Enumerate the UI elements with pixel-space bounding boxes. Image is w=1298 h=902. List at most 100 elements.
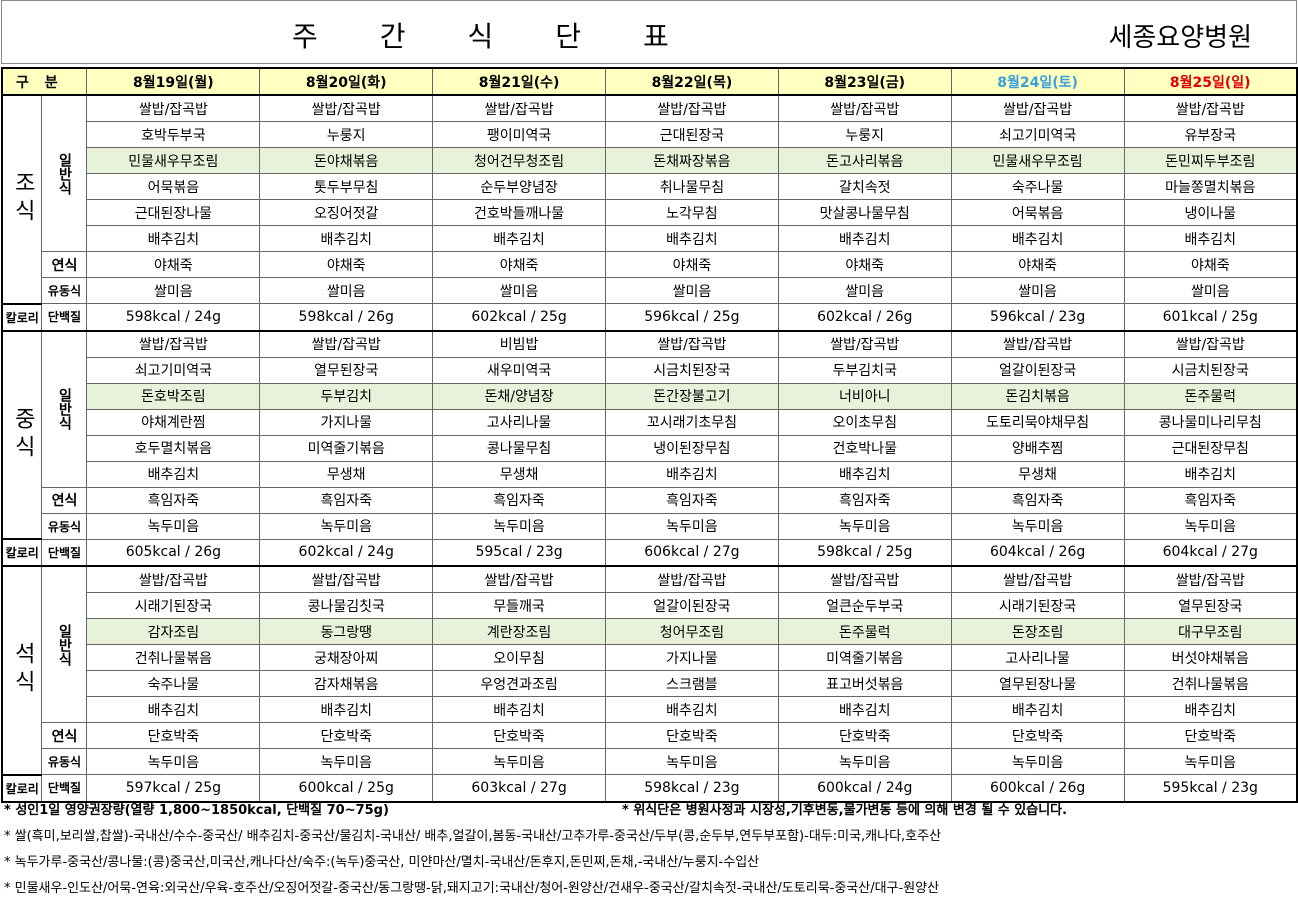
menu-cell: 톳두부무침	[259, 173, 434, 200]
menu-cell: 야채죽	[86, 251, 261, 278]
menu-cell: 녹두미음	[950, 512, 1125, 540]
menu-cell: 쌀밥/잡곡밥	[432, 94, 606, 122]
menu-row: 유동식 녹두미음 녹두미음 녹두미음 녹두미음 녹두미음 녹두미음 녹두미음	[2, 512, 1298, 540]
nutrition-cell: 596kcal / 23g	[950, 303, 1125, 332]
menu-cell: 쌀밥/잡곡밥	[259, 565, 434, 593]
menu-cell: 배추김치	[1123, 225, 1298, 252]
day-header: 8월24일(토)	[950, 67, 1125, 96]
note-line: * 성인1일 영양권장량(열량 1,800~1850kcal, 단백질 70~7…	[4, 798, 1294, 824]
menu-cell: 흑임자죽	[950, 486, 1125, 514]
diet-label: 연식	[41, 722, 88, 749]
menu-cell: 배추김치	[604, 225, 779, 252]
menu-cell: 쌀밥/잡곡밥	[777, 565, 952, 593]
menu-row: 유동식 쌀미음 쌀미음 쌀미음 쌀미음 쌀미음 쌀미음 쌀미음	[2, 277, 1298, 304]
menu-cell: 누룽지	[259, 121, 434, 148]
menu-cell: 콩나물미나리무침	[1123, 408, 1298, 436]
menu-cell: 돈민찌두부조림	[1123, 147, 1298, 174]
menu-cell: 야채죽	[604, 251, 779, 278]
menu-cell: 취나물무침	[604, 173, 779, 200]
day-header: 8월20일(화)	[259, 67, 434, 96]
menu-cell: 배추김치	[259, 225, 434, 252]
menu-cell: 호박두부국	[86, 121, 261, 148]
menu-cell: 배추김치	[432, 225, 606, 252]
menu-cell: 누룽지	[777, 121, 952, 148]
corner-cell: 구분	[1, 67, 88, 96]
title: 주간식단표	[292, 20, 731, 53]
menu-cell: 돈김치볶음	[950, 382, 1125, 410]
menu-cell: 녹두미음	[604, 748, 779, 775]
menu-cell: 두부김치국	[777, 356, 952, 384]
menu-cell: 녹두미음	[432, 748, 606, 775]
menu-cell: 건호박들깨나물	[432, 199, 606, 226]
menu-cell: 맛살콩나물무침	[777, 199, 952, 226]
menu-cell: 마늘쫑멸치볶음	[1123, 173, 1298, 200]
menu-cell: 녹두미음	[604, 512, 779, 540]
menu-cell: 궁채장아찌	[259, 644, 434, 671]
menu-cell: 쌀미음	[86, 277, 261, 304]
menu-row: 근대된장나물 오징어젓갈 건호박들깨나물 노각무침 맛살콩나물무침 어묵볶음 냉이나물	[2, 199, 1298, 226]
calorie-label: 칼로리	[1, 303, 43, 332]
menu-cell: 버섯야채볶음	[1123, 644, 1298, 671]
menu-cell: 근대된장나물	[86, 199, 261, 226]
nutrition-cell: 606kcal / 27g	[604, 538, 779, 567]
diet-label: 일반식	[41, 565, 88, 723]
protein-label: 단백질	[41, 303, 88, 332]
menu-cell: 돈장조림	[950, 618, 1125, 645]
menu-cell: 쌀밥/잡곡밥	[86, 565, 261, 593]
menu-row: 유동식 녹두미음 녹두미음 녹두미음 녹두미음 녹두미음 녹두미음 녹두미음	[2, 748, 1298, 775]
nutrition-cell: 600kcal / 26g	[950, 774, 1125, 803]
menu-row: 연식 야채죽 야채죽 야채죽 야채죽 야채죽 야채죽 야채죽	[2, 251, 1298, 278]
menu-cell: 무생채	[950, 460, 1125, 488]
menu-cell: 쌀밥/잡곡밥	[777, 94, 952, 122]
menu-cell: 녹두미음	[950, 748, 1125, 775]
diet-label: 유동식	[41, 748, 88, 775]
menu-cell: 쌀미음	[950, 277, 1125, 304]
menu-row: 감자조림 동그랑땡 계란장조림 청어무조림 돈주물럭 돈장조림 대구무조림	[2, 618, 1298, 645]
menu-cell: 표고버섯볶음	[777, 670, 952, 697]
menu-row: 연식 단호박죽 단호박죽 단호박죽 단호박죽 단호박죽 단호박죽 단호박죽	[2, 722, 1298, 749]
menu-cell: 쌀미음	[604, 277, 779, 304]
menu-row: 석식 일반식 쌀밥/잡곡밥 쌀밥/잡곡밥 쌀밥/잡곡밥 쌀밥/잡곡밥 쌀밥/잡곡밥 쌀밥/잡곡…	[1, 565, 1298, 776]
calorie-label: 칼로리	[1, 774, 43, 803]
menu-cell: 돈간장불고기	[604, 382, 779, 410]
menu-cell: 야채죽	[259, 251, 434, 278]
nutrition-cell: 596kcal / 25g	[604, 303, 779, 332]
menu-cell: 쌀밥/잡곡밥	[604, 94, 779, 122]
menu-cell: 쌀밥/잡곡밥	[1123, 94, 1298, 122]
menu-cell: 청어무조림	[604, 618, 779, 645]
nutrition-cell: 600kcal / 24g	[777, 774, 952, 803]
menu-cell: 민물새우무조림	[950, 147, 1125, 174]
title-box: 주간식단표 세종요양병원	[1, 0, 1297, 64]
nutrition-cell: 595cal / 23g	[432, 538, 606, 567]
nutrition-cell: 602kcal / 25g	[432, 303, 606, 332]
menu-cell: 시래기된장국	[86, 592, 261, 619]
menu-cell: 녹두미음	[259, 748, 434, 775]
menu-cell: 쌀밥/잡곡밥	[259, 330, 434, 358]
menu-cell: 녹두미음	[86, 512, 261, 540]
menu-cell: 단호박죽	[1123, 722, 1298, 749]
note: * 민물새우-인도산/어묵-연육:외국산/우육-호주산/오징어젓갈-중국산/동그…	[4, 881, 940, 896]
menu-cell: 단호박죽	[259, 722, 434, 749]
menu-row: 쇠고기미역국 열무된장국 새우미역국 시금치된장국 두부김치국 얼갈이된장국 시금치된장국	[2, 356, 1298, 384]
menu-cell: 동그랑땡	[259, 618, 434, 645]
menu-cell: 배추김치	[1123, 696, 1298, 723]
menu-cell: 무생채	[259, 460, 434, 488]
note: * 성인1일 영양권장량(열량 1,800~1850kcal, 단백질 70~7…	[4, 803, 389, 818]
menu-cell: 흑임자죽	[86, 486, 261, 514]
menu-cell: 유부장국	[1123, 121, 1298, 148]
menu-cell: 돈주물럭	[777, 618, 952, 645]
diet-label: 연식	[41, 251, 88, 278]
menu-cell: 냉이나물	[1123, 199, 1298, 226]
menu-cell: 쌀미음	[259, 277, 434, 304]
nutrition-row: 칼로리 단백질 605kcal / 26g 602kcal / 24g 595cal /…	[1, 538, 1298, 567]
menu-cell: 너비아니	[777, 382, 952, 410]
menu-cell: 녹두미음	[777, 512, 952, 540]
menu-cell: 쌀미음	[432, 277, 606, 304]
menu-cell: 건호박나물	[777, 434, 952, 462]
menu-cell: 단호박죽	[777, 722, 952, 749]
menu-cell: 쌀밥/잡곡밥	[950, 94, 1125, 122]
menu-row: 민물새우무조림 돈야채볶음 청어건무청조림 돈채짜장볶음 돈고사리볶음 민물새우무조림 돈민…	[2, 147, 1298, 174]
menu-cell: 계란장조림	[432, 618, 606, 645]
menu-cell: 배추김치	[777, 460, 952, 488]
